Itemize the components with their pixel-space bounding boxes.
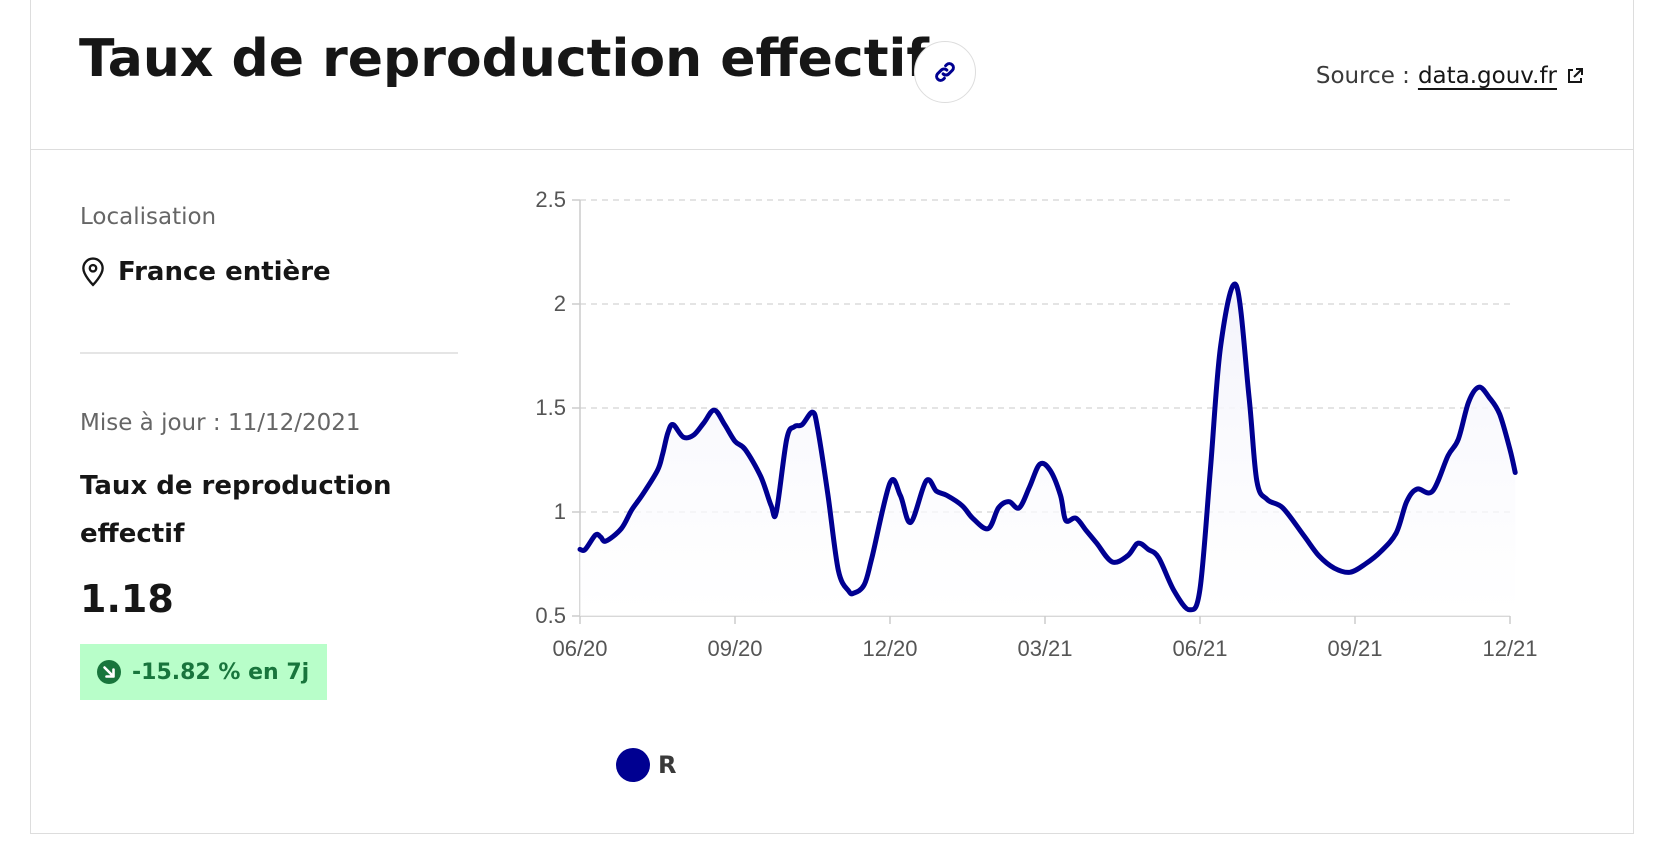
series-line-r [577, 281, 1518, 613]
x-tick-label: 09/20 [707, 636, 762, 661]
x-tick-label: 06/21 [1172, 636, 1227, 661]
divider [80, 352, 458, 354]
legend-marker[interactable] [616, 748, 650, 782]
y-tick-label: 2 [554, 291, 566, 316]
source-link[interactable]: data.gouv.fr [1418, 63, 1585, 89]
external-link-icon [1568, 68, 1583, 83]
line-chart: 0.5 1 1.5 2 2.5 06/20 09/20 12/20 03/21 06/21 09/2… [535, 187, 1537, 661]
series-area-r [580, 284, 1516, 616]
update-date: Mise à jour : 11/12/2021 [80, 410, 361, 436]
source-label: Source : [1315, 63, 1410, 89]
chart-legend: R [616, 748, 676, 782]
trend-badge: -15.82 % en 7j [80, 644, 328, 700]
page-title: Taux de reproduction effectif [79, 29, 930, 89]
x-tick-label: 12/20 [862, 636, 917, 661]
copy-link-button[interactable] [914, 41, 976, 103]
legend-label: R [658, 751, 677, 779]
location-label: Localisation [80, 204, 217, 230]
trend-text: -15.82 % en 7j [132, 659, 310, 685]
location-selector[interactable]: France entière [80, 257, 331, 287]
x-tick-label: 09/21 [1327, 636, 1382, 661]
arrow-down-right-icon [97, 660, 121, 684]
card-header: Taux de reproduction effectif Source : d… [31, 0, 1633, 150]
x-tick-label: 06/20 [552, 636, 607, 661]
x-tick-label: 12/21 [1482, 636, 1537, 661]
y-tick-label: 1 [554, 499, 566, 524]
x-tick-label: 03/21 [1017, 636, 1072, 661]
y-tick-label: 1.5 [535, 395, 566, 420]
link-icon [935, 62, 955, 82]
source-link-text: data.gouv.fr [1417, 63, 1557, 89]
indicator-value: 1.18 [80, 577, 174, 621]
y-tick-label: 0.5 [535, 603, 566, 628]
location-value: France entière [118, 257, 331, 287]
indicator-label: Taux de reproduction effectif [80, 471, 392, 549]
source-info: Source : data.gouv.fr [1316, 63, 1585, 89]
chart-area: 0.5 1 1.5 2 2.5 06/20 09/20 12/20 03/21 06/21 09/2… [535, 187, 1540, 710]
y-tick-label: 2.5 [535, 187, 566, 212]
map-pin-icon [82, 257, 104, 287]
